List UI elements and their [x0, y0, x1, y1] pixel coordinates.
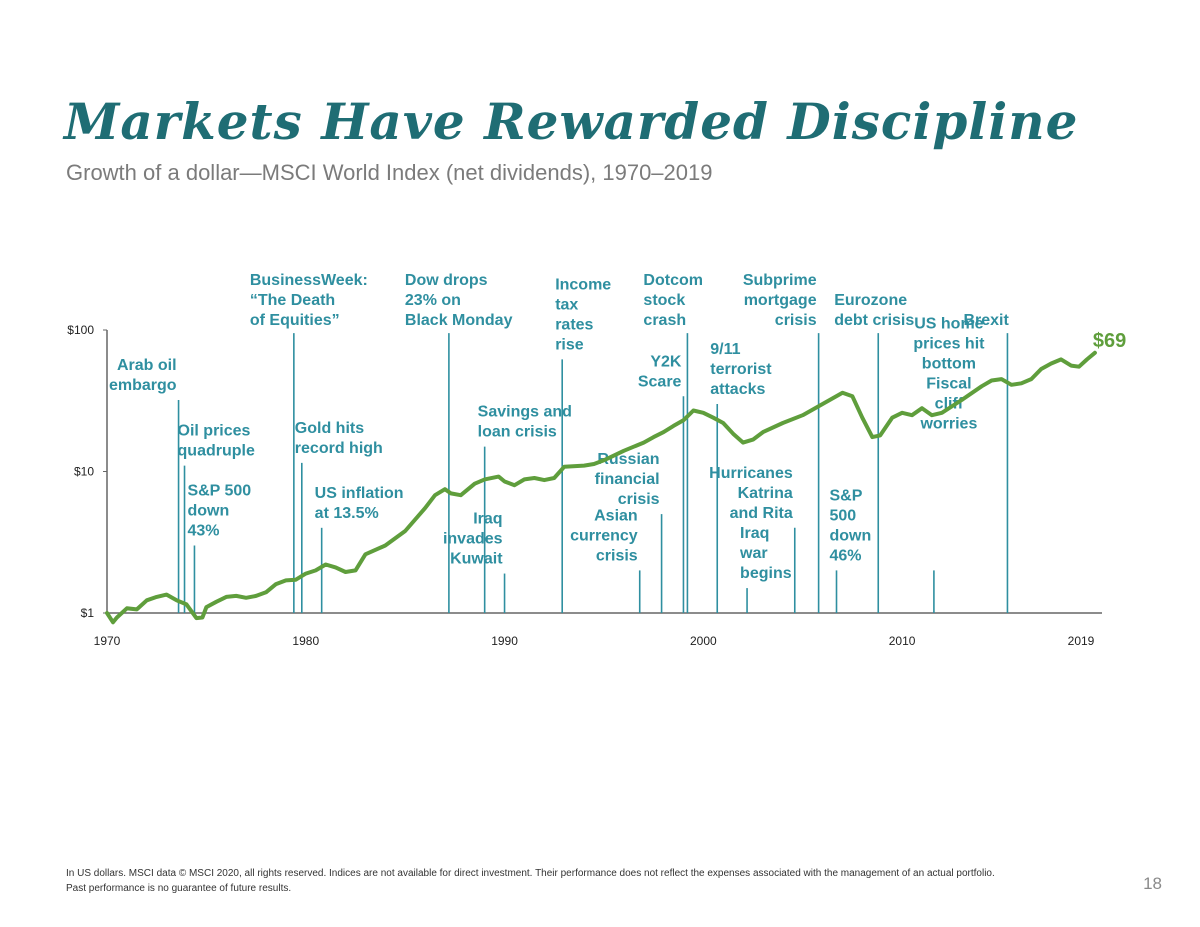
event-label: Gold hits record high [295, 420, 383, 457]
event-label: BusinessWeek: “The Death of Equities” [250, 272, 368, 329]
series-line-msci-world [105, 350, 1097, 625]
event-label: Oil prices quadruple [178, 423, 255, 460]
end-value-label: $69 [1093, 330, 1126, 352]
event-label: S&P 500 down 46% [830, 487, 872, 564]
x-tick-label: 1970 [94, 634, 121, 648]
event-label: S&P 500 down 43% [187, 482, 251, 539]
event-label: US inflation at 13.5% [315, 485, 404, 522]
chart-subtitle: Growth of a dollar—MSCI World Index (net… [66, 160, 713, 185]
event-label: Income tax rates rise [555, 276, 611, 353]
chart-ticks: $1 $10 $100 1970 1980 1990 2000 2010 2019 [67, 323, 1094, 648]
event-label: US home prices hit bottom Fiscal cliff worrie… [913, 315, 985, 432]
x-tick-label: 1980 [292, 634, 319, 648]
event-label: Y2K Scare [638, 353, 682, 390]
event-label: Iraq invades Kuwait [443, 511, 503, 568]
x-tick-label: 2000 [690, 634, 717, 648]
y-tick-label: $10 [74, 465, 94, 479]
x-tick-label: 1990 [491, 634, 518, 648]
event-label: Arab oil embargo [109, 357, 177, 394]
event-label: 9/11 terrorist attacks [710, 341, 772, 398]
event-label: Asian currency crisis [570, 507, 638, 564]
page-number: 18 [1143, 874, 1162, 893]
event-label: Savings and loan crisis [478, 404, 572, 441]
event-label: Eurozone debt crisis [834, 292, 914, 329]
footnote: In US dollars. MSCI data © MSCI 2020, al… [66, 866, 995, 896]
chart-series: $69 [105, 330, 1126, 625]
growth-of-dollar-chart: $1 $10 $100 1970 1980 1990 2000 2010 2019 Arab o… [67, 272, 1126, 648]
event-label: Russian financial crisis [595, 451, 660, 508]
event-label: Brexit [963, 312, 1009, 329]
event-label: Dotcom stock crash [643, 272, 703, 329]
y-tick-label: $100 [67, 323, 94, 337]
event-label: Dow drops 23% on Black Monday [405, 272, 513, 329]
page-title: Markets Have Rewarded Discipline [64, 92, 1079, 151]
event-label: Subprime mortgage crisis [743, 272, 817, 329]
footnote-disclaimer: In US dollars. MSCI data © MSCI 2020, al… [66, 868, 995, 879]
x-tick-label: 2019 [1068, 634, 1095, 648]
event-label: Iraq war begins [739, 525, 792, 582]
event-label: Hurricanes Katrina and Rita [709, 465, 793, 522]
y-tick-label: $1 [81, 606, 95, 620]
x-tick-label: 2010 [889, 634, 916, 648]
footnote-past-performance: Past performance is no guarantee of futu… [66, 883, 292, 894]
